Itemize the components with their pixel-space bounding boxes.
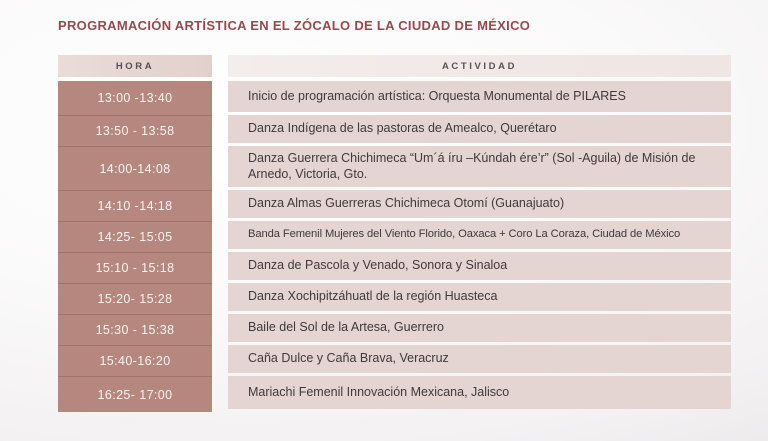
table-row: 15:20- 15:28 Danza Xochipitzáhuatl de la…	[58, 283, 731, 314]
hora-cell: 13:50 - 13:58	[58, 115, 212, 146]
column-gap	[212, 252, 228, 283]
actividad-cell: Inicio de programación artística: Orques…	[228, 81, 731, 112]
actividad-cell: Danza Xochipitzáhuatl de la región Huast…	[228, 283, 731, 311]
hora-cell: 15:30 - 15:38	[58, 314, 212, 345]
hora-value: 14:25- 15:05	[97, 230, 173, 244]
column-gap	[212, 376, 228, 412]
column-gap	[212, 345, 228, 376]
actividad-value: Danza Indígena de las pastoras de Amealc…	[248, 121, 557, 136]
hora-cell: 13:00 -13:40	[58, 81, 212, 115]
actividad-value: Banda Femenil Mujeres del Viento Florido…	[248, 228, 681, 241]
table-row: 15:10 - 15:18 Danza de Pascola y Venado,…	[58, 252, 731, 283]
hora-cell: 14:10 -14:18	[58, 190, 212, 221]
actividad-cell: Mariachi Femenil Innovación Mexicana, Ja…	[228, 376, 731, 409]
hora-cell: 16:25- 17:00	[58, 376, 212, 412]
schedule-table: HORA ACTIVIDAD 13:00 -13:40 Inicio de pr…	[58, 55, 731, 412]
actividad-cell: Danza de Pascola y Venado, Sonora y Sina…	[228, 252, 731, 280]
column-gap	[212, 81, 228, 115]
actividad-cell: Baile del Sol de la Artesa, Guerrero	[228, 314, 731, 342]
hora-value: 15:10 - 15:18	[95, 261, 175, 275]
hora-value: 14:00-14:08	[99, 161, 171, 176]
table-row: 15:40-16:20 Caña Dulce y Caña Brava, Ver…	[58, 345, 731, 376]
actividad-value: Caña Dulce y Caña Brava, Veracruz	[248, 351, 449, 366]
actividad-cell: Danza Indígena de las pastoras de Amealc…	[228, 115, 731, 143]
table-row: 14:10 -14:18 Danza Almas Guerreras Chich…	[58, 190, 731, 221]
column-gap	[212, 283, 228, 314]
actividad-value: Inicio de programación artística: Orques…	[248, 88, 626, 103]
hora-cell: 14:00-14:08	[58, 146, 212, 190]
actividad-value: Baile del Sol de la Artesa, Guerrero	[248, 320, 444, 335]
column-gap	[212, 221, 228, 252]
column-header-actividad-label: ACTIVIDAD	[441, 60, 518, 72]
actividad-value: Mariachi Femenil Innovación Mexicana, Ja…	[248, 384, 510, 399]
table-row: 13:00 -13:40 Inicio de programación artí…	[58, 81, 731, 115]
column-gap	[212, 314, 228, 345]
table-body: 13:00 -13:40 Inicio de programación artí…	[58, 81, 731, 412]
column-header-actividad: ACTIVIDAD	[228, 55, 731, 77]
hora-cell: 15:10 - 15:18	[58, 252, 212, 283]
table-row: 13:50 - 13:58 Danza Indígena de las past…	[58, 115, 731, 146]
table-row: 16:25- 17:00 Mariachi Femenil Innovación…	[58, 376, 731, 412]
hora-value: 13:00 -13:40	[97, 91, 173, 105]
actividad-value: Danza Guerrera Chichimeca “Um´á íru –Kún…	[248, 151, 696, 181]
actividad-cell: Danza Almas Guerreras Chichimeca Otomí (…	[228, 190, 731, 218]
hora-cell: 14:25- 15:05	[58, 221, 212, 252]
column-gap	[212, 190, 228, 221]
actividad-value: Danza Xochipitzáhuatl de la región Huast…	[248, 289, 498, 304]
column-gap	[212, 146, 228, 190]
column-header-hora-label: HORA	[115, 60, 155, 72]
actividad-cell: Banda Femenil Mujeres del Viento Florido…	[228, 221, 731, 249]
hora-value: 14:10 -14:18	[97, 199, 173, 213]
hora-value: 15:30 - 15:38	[95, 323, 175, 337]
table-header-row: HORA ACTIVIDAD	[58, 55, 731, 77]
table-row: 14:25- 15:05 Banda Femenil Mujeres del V…	[58, 221, 731, 252]
page: PROGRAMACIÓN ARTÍSTICA EN EL ZÓCALO DE L…	[58, 18, 731, 412]
hora-cell: 15:40-16:20	[58, 345, 212, 376]
hora-value: 15:40-16:20	[99, 354, 171, 368]
actividad-cell: Danza Guerrera Chichimeca “Um´á íru –Kún…	[228, 146, 731, 187]
table-row: 15:30 - 15:38 Baile del Sol de la Artesa…	[58, 314, 731, 345]
hora-value: 13:50 - 13:58	[95, 124, 175, 138]
hora-value: 15:20- 15:28	[97, 292, 173, 306]
column-header-hora: HORA	[58, 55, 212, 77]
column-gap	[212, 115, 228, 146]
page-title: PROGRAMACIÓN ARTÍSTICA EN EL ZÓCALO DE L…	[58, 18, 531, 33]
actividad-value: Danza de Pascola y Venado, Sonora y Sina…	[248, 258, 508, 273]
table-row: 14:00-14:08 Danza Guerrera Chichimeca “U…	[58, 146, 731, 190]
hora-value: 16:25- 17:00	[97, 387, 173, 402]
hora-cell: 15:20- 15:28	[58, 283, 212, 314]
actividad-value: Danza Almas Guerreras Chichimeca Otomí (…	[248, 196, 565, 211]
column-gap	[212, 55, 228, 77]
actividad-cell: Caña Dulce y Caña Brava, Veracruz	[228, 345, 731, 373]
